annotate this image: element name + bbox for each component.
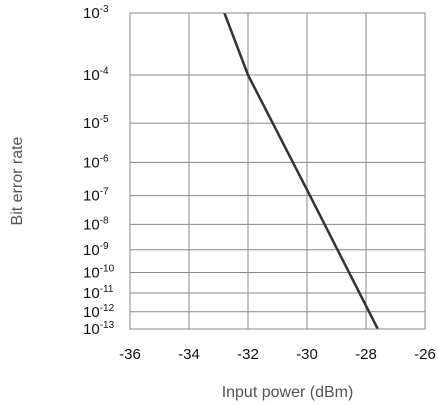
y-tick-label: 10-4 (83, 66, 109, 84)
y-tick-label: 10-13 (83, 320, 115, 338)
x-tick-label: -32 (237, 346, 259, 363)
y-tick-label: 10-11 (83, 284, 114, 302)
x-tick-label: -26 (414, 346, 436, 363)
series-layer (223, 12, 379, 330)
y-tick-label: 10-5 (83, 114, 109, 132)
y-tick-label: 10-7 (83, 187, 109, 205)
y-tick-labels: 10-310-410-510-610-710-810-910-1010-1110… (83, 4, 115, 338)
y-axis-label: Bit error rate (9, 136, 26, 225)
x-tick-label: -30 (296, 346, 318, 363)
y-tick-label: 10-9 (83, 241, 109, 259)
x-axis-label: Input power (dBm) (222, 384, 354, 401)
ber-curve (223, 12, 379, 330)
x-tick-label: -34 (178, 346, 200, 363)
x-tick-label: -28 (355, 346, 377, 363)
plot-frame (129, 12, 426, 330)
y-tick-label: 10-12 (83, 303, 115, 321)
x-tick-label: -36 (119, 346, 141, 363)
y-tick-label: 10-6 (83, 153, 109, 171)
x-tick-labels: -36 -34 -32 -30 -28 -26 (119, 346, 436, 363)
grid (129, 12, 426, 330)
y-tick-label: 10-10 (83, 263, 115, 281)
y-tick-label: 10-8 (83, 215, 109, 233)
y-tick-label: 10-3 (83, 4, 109, 22)
